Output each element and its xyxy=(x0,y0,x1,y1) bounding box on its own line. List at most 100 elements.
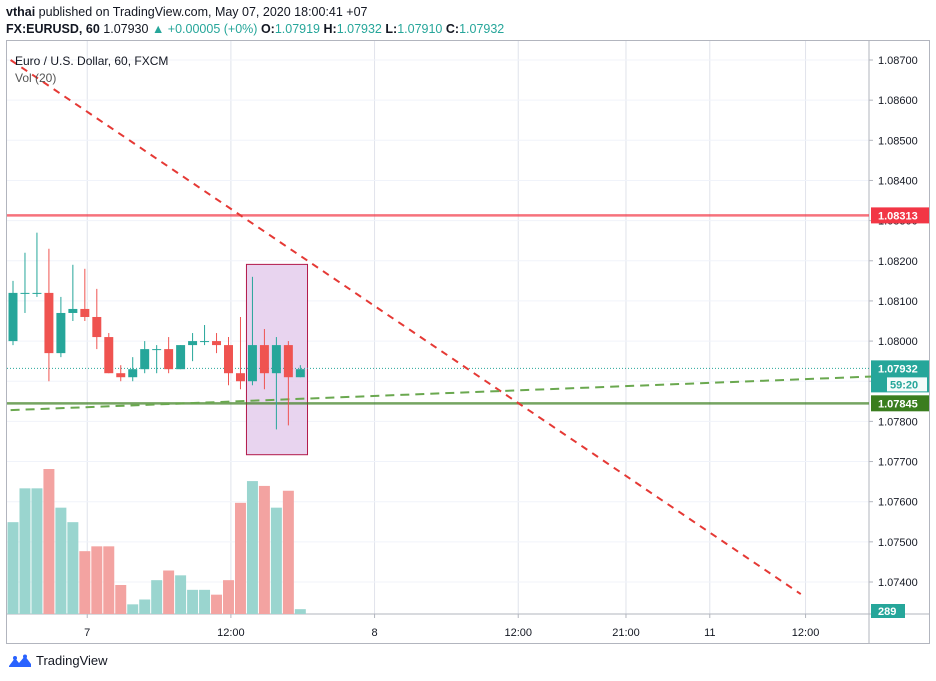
volume-bar xyxy=(294,609,306,614)
chart-header: vthai published on TradingView.com, May … xyxy=(6,4,504,38)
level-label-bg xyxy=(871,395,929,412)
time-tick-label: 8 xyxy=(371,627,377,639)
volume-label-text: 289 xyxy=(878,606,896,618)
volume-bar xyxy=(223,580,234,614)
price-tick-label: 1.08700 xyxy=(878,55,918,67)
countdown-bg xyxy=(887,377,927,392)
candle-body xyxy=(271,345,281,374)
candle-body xyxy=(20,292,30,294)
trendline-red-downtrend xyxy=(10,59,802,595)
volume-bar xyxy=(211,594,223,614)
candle-body xyxy=(188,341,198,346)
up-arrow-icon: ▲ xyxy=(151,22,165,36)
candle-body xyxy=(116,373,126,378)
series-title: Euro / U.S. Dollar, 60, FXCM xyxy=(15,54,169,68)
price-tick-label: 1.07400 xyxy=(878,577,918,589)
trendline-green-uptrend xyxy=(10,375,876,412)
close-label: C: xyxy=(445,22,460,36)
volume-bar xyxy=(115,585,127,614)
candle-body xyxy=(224,345,233,374)
price-tick-label: 1.08600 xyxy=(878,95,918,107)
volume-bar xyxy=(246,481,258,614)
price-tick-label: 1.08100 xyxy=(878,296,918,308)
price-tick-label: 1.07700 xyxy=(878,457,918,469)
last-price: 1.07930 xyxy=(103,22,149,36)
candle-body xyxy=(176,345,186,370)
time-tick-label: 12:00 xyxy=(792,627,820,639)
volume-bar xyxy=(43,469,55,614)
low-label: L: xyxy=(385,22,398,36)
published-text: published on TradingView.com, May 07, 20… xyxy=(38,5,368,19)
price-tick-label: 1.08500 xyxy=(878,135,918,147)
high-label: H: xyxy=(323,22,337,36)
time-tick-label: 12:00 xyxy=(504,627,532,639)
candle-body xyxy=(68,308,78,313)
author-name[interactable]: vthai xyxy=(6,5,36,19)
volume-bar xyxy=(282,490,294,614)
volume-bar xyxy=(199,589,211,614)
candle-body xyxy=(200,341,210,343)
volume-label-bg xyxy=(871,604,905,618)
time-tick-label: 21:00 xyxy=(612,627,640,639)
candle-body xyxy=(92,316,102,338)
volume-bar xyxy=(31,488,43,614)
footer-brand[interactable]: TradingView xyxy=(8,653,108,668)
volume-bar xyxy=(79,551,91,614)
price-change: +0.00005 (+0%) xyxy=(167,22,258,36)
candle-body xyxy=(56,312,66,354)
low-value: 1.07910 xyxy=(397,22,443,36)
candle-body xyxy=(140,349,150,370)
price-tick-label: 1.08400 xyxy=(878,175,918,187)
candle-body xyxy=(128,369,138,378)
volume-bar xyxy=(258,485,270,614)
time-tick-label: 7 xyxy=(84,627,90,639)
open-value: 1.07919 xyxy=(274,22,321,36)
candle-body xyxy=(295,369,305,378)
level-label-text: 1.08313 xyxy=(878,210,918,222)
price-tick-label: 1.08200 xyxy=(878,256,918,268)
candle-body xyxy=(247,345,257,382)
candle-body xyxy=(152,349,162,351)
candle-body xyxy=(44,292,54,354)
volume-bar xyxy=(127,604,139,614)
volume-bar xyxy=(151,580,163,614)
close-value: 1.07932 xyxy=(459,22,505,36)
chart-frame[interactable] xyxy=(6,40,930,644)
level-label-text: 1.07845 xyxy=(878,398,918,410)
volume-bar xyxy=(7,522,19,614)
footer-brand-label: TradingView xyxy=(36,653,108,668)
candle-body xyxy=(8,292,18,342)
volume-bar xyxy=(103,546,115,614)
high-value: 1.07932 xyxy=(336,22,382,36)
header-line-2: FX:EURUSD, 60 1.07930 ▲ +0.00005 (+0%) O… xyxy=(6,21,504,38)
candle-body xyxy=(104,337,114,374)
volume-bar xyxy=(163,570,175,614)
level-label-bg xyxy=(871,207,929,224)
time-tick-label: 12:00 xyxy=(217,627,245,639)
chart-legend: Euro / U.S. Dollar, 60, FXCM Vol (20) xyxy=(15,53,168,87)
volume-indicator-label[interactable]: Vol (20) xyxy=(15,71,57,85)
countdown-label: 59:20 xyxy=(890,379,918,391)
candle-body xyxy=(164,349,174,370)
volume-bar xyxy=(55,507,67,614)
candle-body xyxy=(80,308,90,317)
open-label: O: xyxy=(260,22,275,36)
candle-body xyxy=(32,292,42,294)
candle-body xyxy=(212,341,222,346)
price-tick-label: 1.08000 xyxy=(878,336,918,348)
last-price-label-text: 1.07932 xyxy=(878,363,918,375)
candle-body xyxy=(235,373,245,382)
volume-bar xyxy=(187,589,199,614)
volume-bar xyxy=(19,488,31,614)
volume-bar xyxy=(270,507,282,614)
candle-body xyxy=(259,345,269,374)
volume-bar xyxy=(234,502,246,614)
symbol-label: FX:EURUSD, 60 xyxy=(6,22,100,36)
volume-bar xyxy=(91,546,103,614)
price-tick-label: 1.07600 xyxy=(878,497,918,509)
candle-body xyxy=(283,345,293,378)
price-tick-label: 1.07800 xyxy=(878,416,918,428)
volume-bar xyxy=(67,522,79,614)
tradingview-logo-icon xyxy=(9,654,31,667)
